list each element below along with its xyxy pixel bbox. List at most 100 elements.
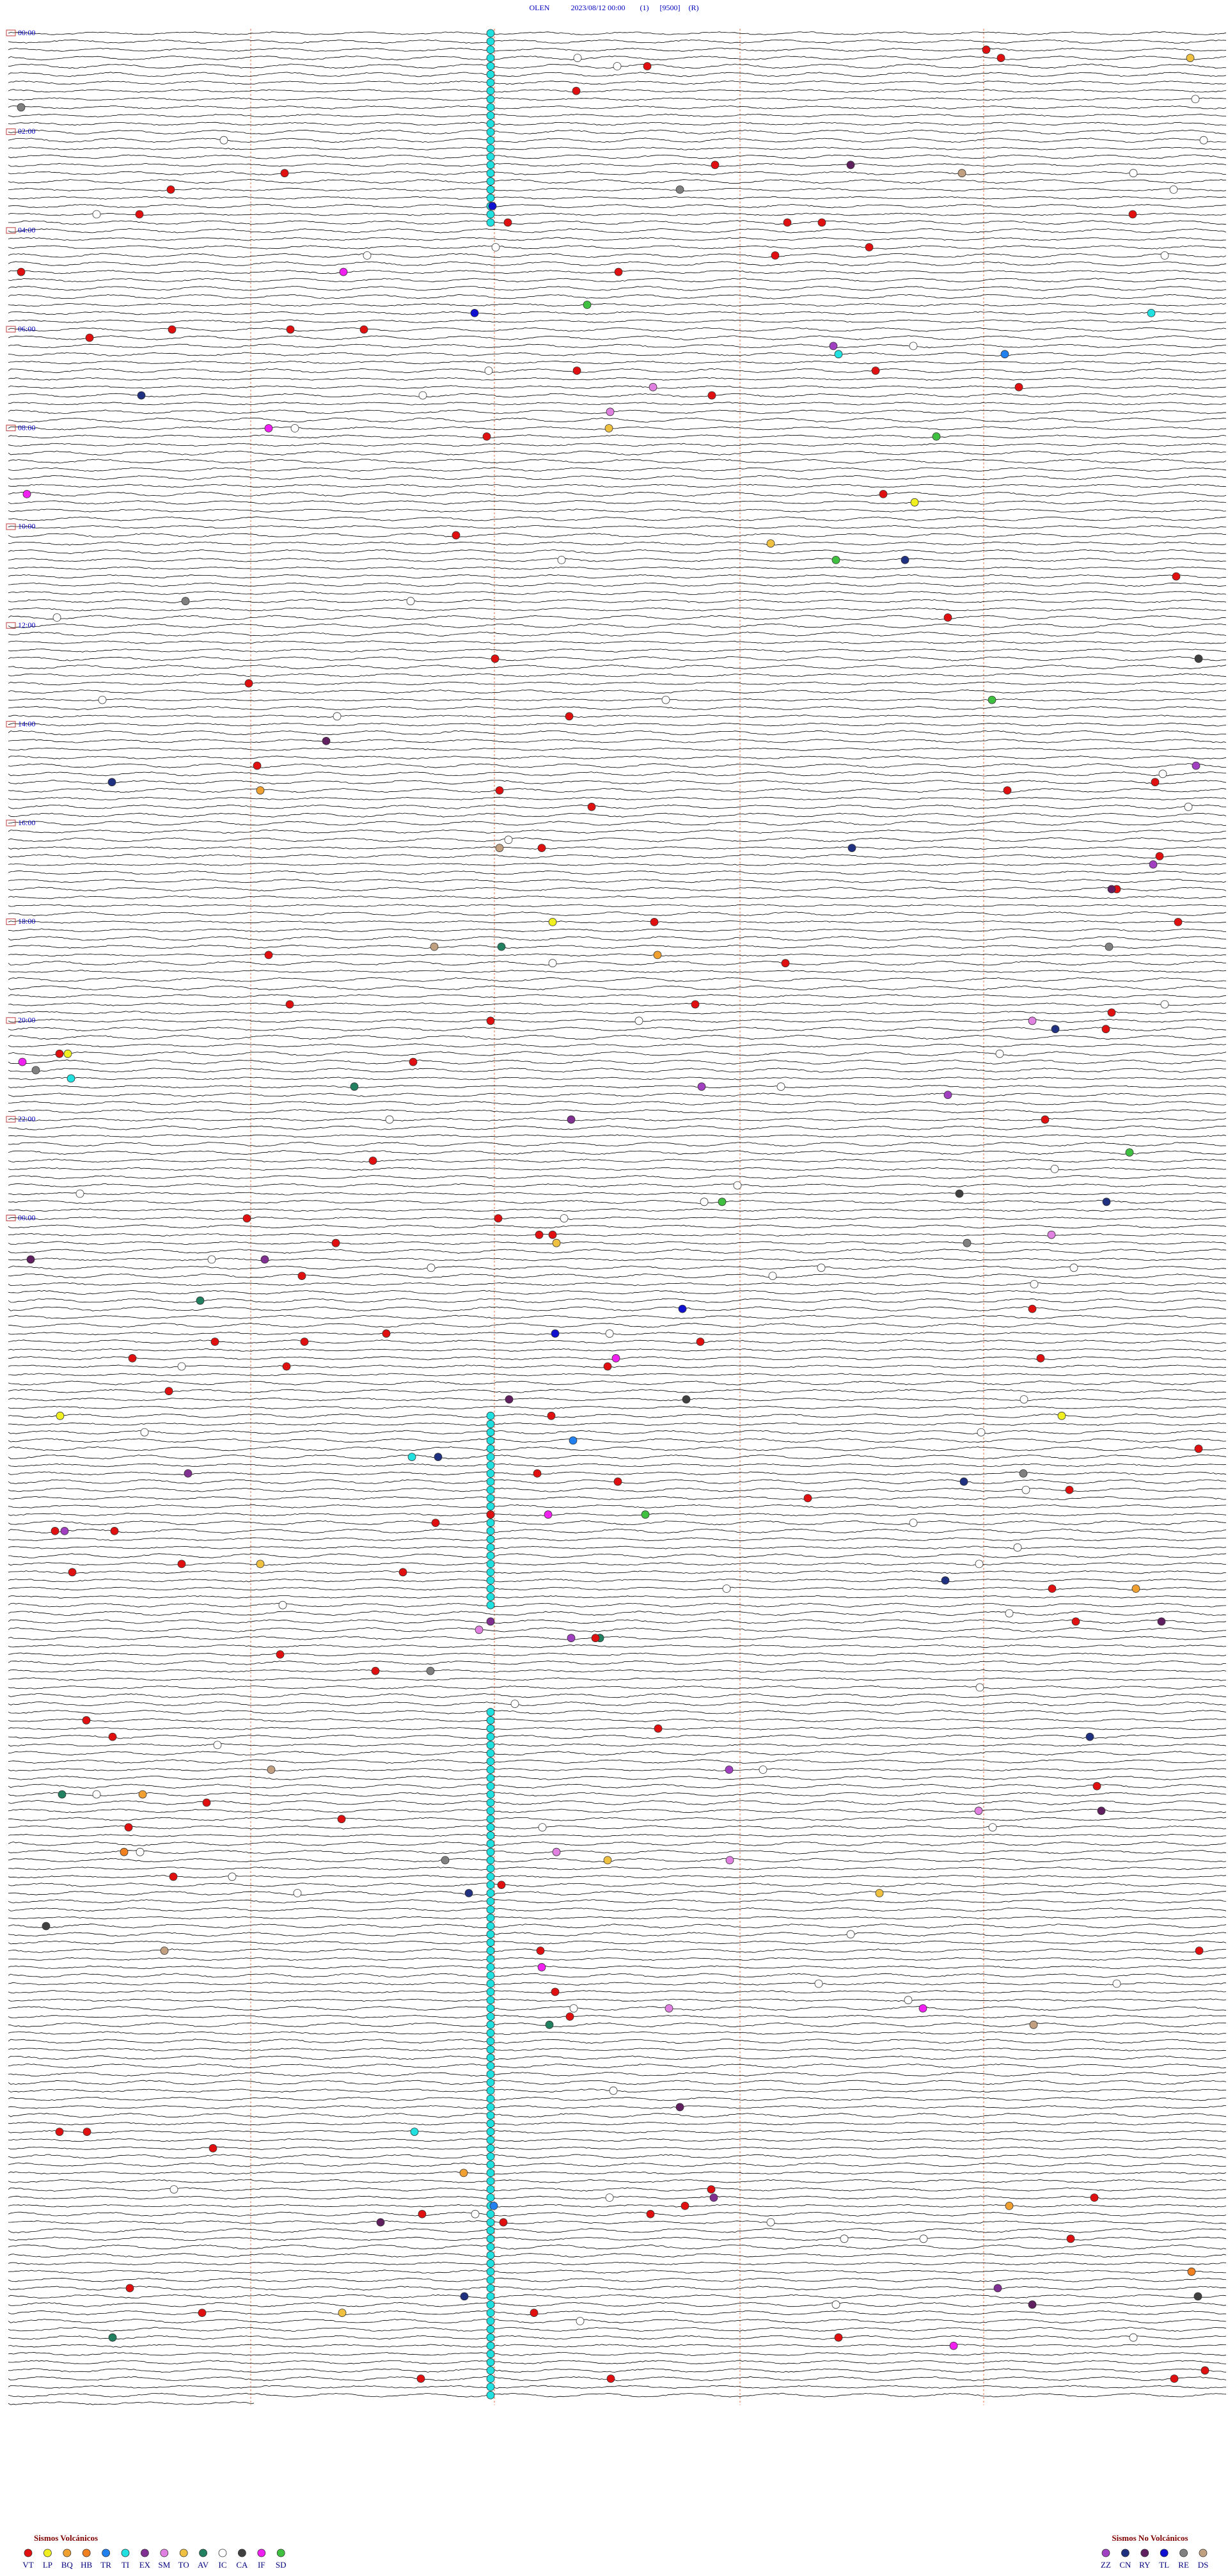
event-marker xyxy=(1000,350,1009,359)
event-marker xyxy=(486,2234,495,2243)
event-marker xyxy=(560,1214,569,1222)
event-marker xyxy=(1019,1469,1028,1478)
trace xyxy=(8,475,1226,480)
event-marker xyxy=(817,1263,826,1272)
event-marker xyxy=(260,1255,269,1264)
trace xyxy=(8,1306,1227,1311)
event-marker xyxy=(486,1444,495,1453)
event-marker xyxy=(331,1238,340,1247)
event-marker xyxy=(489,2201,498,2210)
event-marker xyxy=(1029,2020,1038,2029)
event-marker xyxy=(486,1831,495,1840)
trace xyxy=(8,1100,1227,1105)
event-marker xyxy=(604,424,613,432)
event-marker xyxy=(613,62,622,70)
trace xyxy=(8,1833,1227,1837)
event-marker xyxy=(707,391,716,400)
event-marker xyxy=(557,556,566,564)
event-marker xyxy=(486,1494,495,1503)
trace xyxy=(8,1867,1227,1870)
event-marker xyxy=(1071,1617,1080,1626)
time-label: 00:00 xyxy=(18,1213,35,1222)
event-marker xyxy=(486,1716,495,1725)
event-marker xyxy=(138,1790,147,1799)
legend-code: HB xyxy=(81,2560,92,2570)
event-marker xyxy=(494,1214,503,1222)
event-marker xyxy=(486,1732,495,1741)
trace xyxy=(8,2344,1226,2348)
event-marker xyxy=(1129,169,1138,178)
trace xyxy=(8,2187,1227,2192)
trace xyxy=(8,558,1227,562)
trace xyxy=(8,870,1226,875)
trace xyxy=(8,706,1227,711)
trace xyxy=(8,1965,1227,1970)
trace xyxy=(8,2171,1227,2175)
trace xyxy=(8,327,1227,332)
event-marker xyxy=(909,342,918,351)
event-marker xyxy=(486,2045,495,2054)
event-marker xyxy=(486,2226,495,2235)
event-marker xyxy=(124,1823,133,1832)
legend-swatch xyxy=(160,2548,169,2557)
trace xyxy=(8,1364,1227,1368)
event-marker xyxy=(486,1576,495,1585)
trace xyxy=(8,1167,1227,1171)
trace xyxy=(8,928,1227,933)
trace xyxy=(8,377,1227,381)
legend-swatch xyxy=(63,2548,72,2557)
event-marker xyxy=(486,2177,495,2186)
event-marker xyxy=(547,1411,556,1420)
trace xyxy=(8,1734,1227,1739)
event-marker xyxy=(1102,1197,1111,1206)
event-marker xyxy=(276,1650,285,1659)
event-marker xyxy=(486,2128,495,2136)
event-marker xyxy=(1112,1979,1121,1988)
event-marker xyxy=(569,1436,578,1445)
event-marker xyxy=(567,1115,576,1124)
legend-code: VT xyxy=(22,2560,33,2570)
event-marker xyxy=(92,1790,101,1799)
event-marker xyxy=(486,1510,495,1519)
event-marker xyxy=(434,1453,443,1462)
trace xyxy=(8,1528,1227,1534)
event-marker xyxy=(486,2218,495,2227)
event-marker xyxy=(486,1856,495,1865)
event-marker xyxy=(1191,95,1200,104)
trace xyxy=(8,360,1227,365)
event-marker xyxy=(333,712,342,721)
time-label: 06:00 xyxy=(18,324,35,333)
event-marker xyxy=(919,2234,928,2243)
trace xyxy=(8,402,1226,406)
trace xyxy=(8,2055,1227,2060)
event-marker xyxy=(533,1469,542,1478)
trace xyxy=(8,417,1227,423)
event-marker xyxy=(486,1847,495,1856)
trace xyxy=(8,450,1227,455)
event-marker xyxy=(140,1428,149,1437)
trace xyxy=(8,196,1227,200)
event-marker xyxy=(486,1922,495,1931)
event-marker xyxy=(168,325,177,334)
trace xyxy=(8,2360,1227,2365)
event-marker xyxy=(1195,1947,1204,1955)
time-label: 14:00 xyxy=(18,719,35,728)
trace xyxy=(8,715,1227,718)
trace xyxy=(8,1982,1226,1986)
event-marker xyxy=(486,2267,495,2276)
trace xyxy=(8,1504,1227,1508)
trace xyxy=(8,780,1227,785)
event-marker xyxy=(228,1872,237,1881)
event-marker xyxy=(653,951,662,960)
trace xyxy=(8,1141,1227,1147)
trace xyxy=(8,549,1227,555)
trace xyxy=(8,771,1227,777)
trace xyxy=(8,854,1227,858)
trace xyxy=(8,1373,1227,1377)
event-marker xyxy=(932,432,941,441)
event-marker xyxy=(661,695,670,704)
event-marker xyxy=(536,1947,545,1955)
trace xyxy=(8,2039,1227,2044)
event-marker xyxy=(1199,136,1208,145)
